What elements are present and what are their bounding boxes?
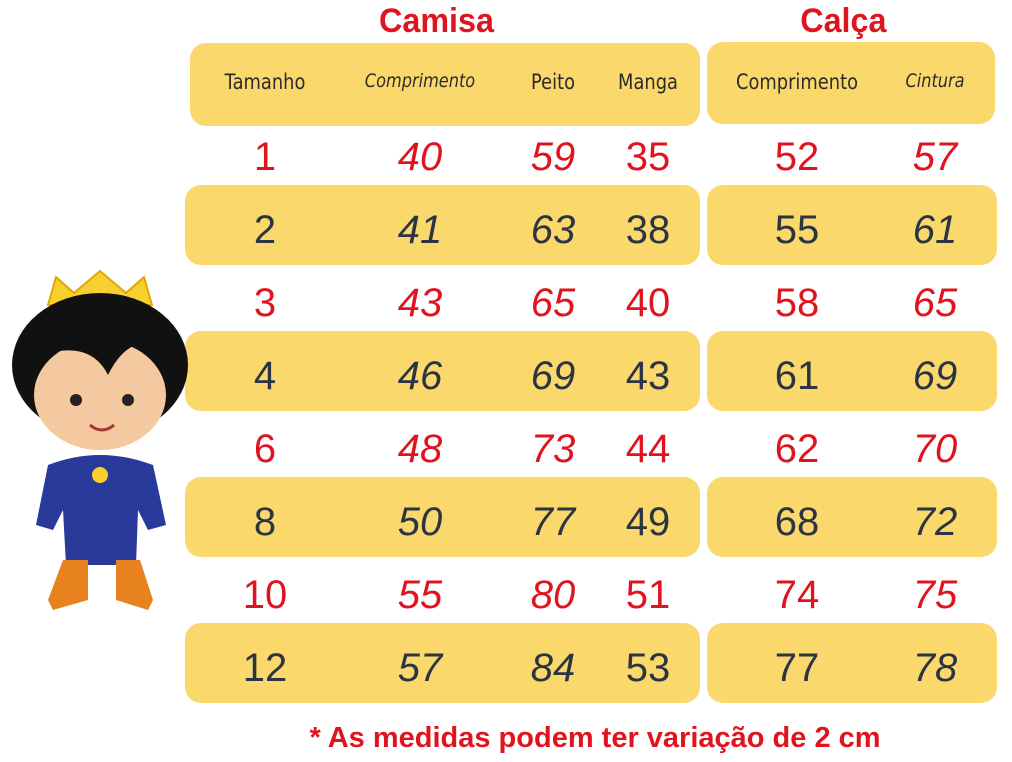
table-cell: 1 [253, 135, 277, 179]
table-cell: 61 [774, 354, 820, 398]
pants-row-band [707, 623, 997, 703]
column-header: Cintura [905, 70, 965, 92]
shirt-row-band [185, 477, 700, 557]
table-cell: 38 [625, 208, 671, 252]
table-cell: 65 [912, 281, 958, 325]
table-cell: 78 [912, 646, 958, 690]
table-cell: 57 [397, 646, 443, 690]
table-cell: 12 [242, 646, 288, 690]
table-cell: 41 [397, 208, 443, 252]
table-cell: 72 [912, 500, 958, 544]
table-cell: 77 [774, 646, 820, 690]
measurement-note: * As medidas podem ter variação de 2 cm [309, 722, 881, 754]
table-cell: 69 [530, 354, 576, 398]
prince-boy-icon [12, 269, 188, 610]
shirt-row-band [185, 185, 700, 265]
column-header: Peito [530, 70, 576, 94]
column-header: Comprimento [735, 70, 859, 94]
table-cell: 62 [774, 427, 820, 471]
table-cell: 53 [625, 646, 671, 690]
pants-row-band [707, 331, 997, 411]
table-cell: 4 [253, 354, 277, 398]
table-cell: 49 [625, 500, 671, 544]
column-header: Manga [618, 70, 678, 94]
table-cell: 80 [530, 573, 576, 617]
table-cell: 40 [397, 135, 443, 179]
table-cell: 6 [253, 427, 277, 471]
table-cell: 10 [242, 573, 288, 617]
table-cell: 2 [253, 208, 277, 252]
table-cell: 40 [625, 281, 671, 325]
table-cell: 57 [912, 135, 958, 179]
column-header: Comprimento [364, 70, 476, 92]
table-cell: 8 [253, 500, 277, 544]
pants-title: Calça [800, 2, 887, 40]
shirt-title: Camisa [379, 2, 494, 40]
column-header: Tamanho [224, 70, 306, 94]
table-cell: 70 [912, 427, 958, 471]
table-cell: 50 [397, 500, 443, 544]
table-cell: 35 [625, 135, 671, 179]
table-cell: 59 [530, 135, 576, 179]
shirt-row-band [185, 623, 700, 703]
pants-row-band [707, 185, 997, 265]
table-cell: 61 [912, 208, 958, 252]
pants-header-band [707, 42, 995, 124]
pants-row-band [707, 477, 997, 557]
table-cell: 44 [625, 427, 671, 471]
table-cell: 52 [774, 135, 820, 179]
table-cell: 68 [774, 500, 820, 544]
table-cell: 65 [530, 281, 576, 325]
table-cell: 3 [253, 281, 277, 325]
shirt-row-band [185, 331, 700, 411]
table-cell: 55 [774, 208, 820, 252]
table-cell: 58 [774, 281, 820, 325]
table-cell: 43 [397, 281, 443, 325]
table-cell: 48 [397, 427, 443, 471]
table-cell: 73 [530, 427, 576, 471]
shirt-header-band [190, 43, 700, 126]
table-cell: 51 [625, 573, 671, 617]
table-cell: 46 [397, 354, 443, 398]
table-cell: 55 [397, 573, 443, 617]
table-cell: 77 [530, 500, 576, 544]
table-cell: 84 [530, 646, 576, 690]
table-cell: 75 [912, 573, 958, 617]
table-cell: 63 [530, 208, 576, 252]
table-cell: 74 [774, 573, 820, 617]
table-cell: 43 [625, 354, 671, 398]
table-cell: 69 [912, 354, 958, 398]
